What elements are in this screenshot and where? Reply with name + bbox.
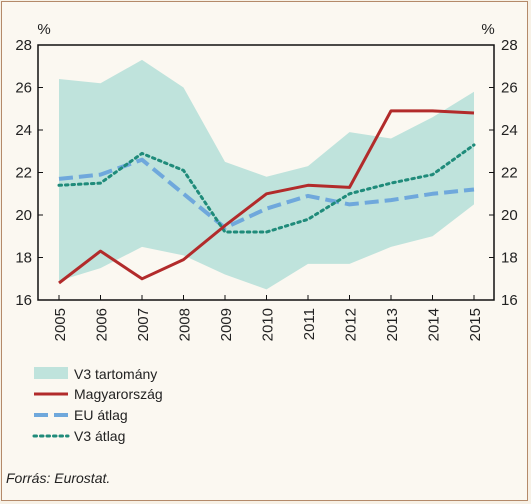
x-tick-label: 2015 [467,308,484,341]
x-tick-label: 2005 [52,308,69,341]
y-tick-left-label: 20 [15,207,32,224]
y-tick-right-label: 20 [501,207,518,224]
y-tick-left-label: 16 [15,292,32,309]
eu-average-legend-label: EU átlag [74,407,128,423]
legend-label-band: V3 tartomány [74,366,157,382]
x-tick-label: 2006 [94,308,111,341]
y-unit-right: % [481,21,494,38]
x-tick-label: 2010 [260,308,277,341]
x-tick-label: 2012 [343,308,360,341]
x-tick-label: 2014 [426,308,443,341]
y-tick-right-label: 16 [501,292,518,309]
x-tick-label: 2009 [218,308,235,341]
y-tick-right-label: 18 [501,250,518,267]
x-tick-label: 2013 [384,308,401,341]
y-tick-right-label: 24 [501,122,518,139]
y-tick-left-label: 24 [15,122,32,139]
x-tick-label: 2007 [135,308,152,341]
v3-average-line [57,143,476,234]
hungary-line [58,109,475,285]
legend-swatch-band [34,367,68,379]
y-tick-right-label: 26 [501,80,518,97]
hungary-legend-label: Magyarország [74,386,163,402]
y-tick-right-label: 28 [501,37,518,54]
source-note: Forrás: Eurostat. [6,470,111,486]
y-tick-left-label: 26 [15,80,32,97]
v3-average-legend-label: V3 átlag [74,428,125,444]
y-tick-right-label: 22 [501,165,518,182]
y-tick-left-label: 28 [15,37,32,54]
y-tick-left-label: 18 [15,250,32,267]
x-tick-label: 2008 [177,308,194,341]
y-unit-left: % [37,21,50,38]
x-tick-label: 2011 [301,308,318,340]
v3-range-band [59,59,474,290]
y-tick-left-label: 22 [15,165,32,182]
